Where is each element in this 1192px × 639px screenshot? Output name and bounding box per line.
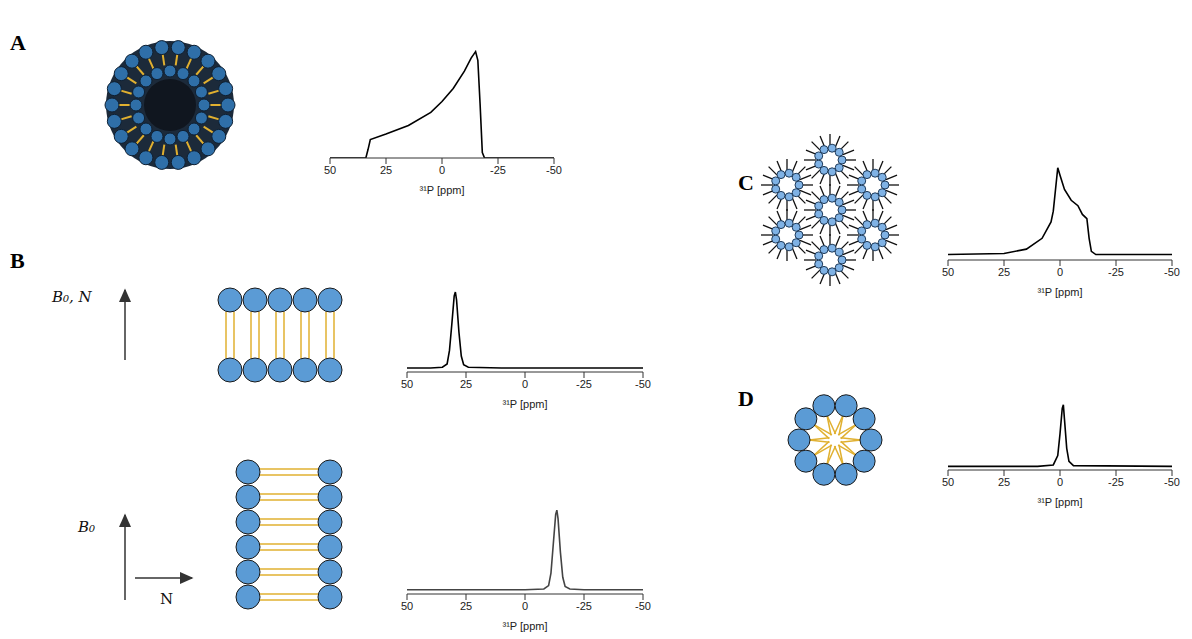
svg-text:-50: -50 bbox=[635, 600, 651, 612]
html-text:C: C bbox=[738, 170, 754, 195]
svg-text:-50: -50 bbox=[546, 164, 562, 176]
svg-text:-50: -50 bbox=[1164, 476, 1180, 488]
svg-text:³¹P [ppm]: ³¹P [ppm] bbox=[1037, 286, 1082, 298]
svg-text:³¹P [ppm]: ³¹P [ppm] bbox=[1037, 496, 1082, 508]
svg-text:³¹P [ppm]: ³¹P [ppm] bbox=[502, 620, 547, 632]
svg-text:25: 25 bbox=[460, 600, 472, 612]
svg-text:0: 0 bbox=[522, 600, 528, 612]
svg-text:25: 25 bbox=[380, 164, 392, 176]
svg-text:-25: -25 bbox=[490, 164, 506, 176]
svg-text:-25: -25 bbox=[1108, 266, 1124, 278]
html-text:D: D bbox=[738, 386, 754, 411]
svg-text:0: 0 bbox=[522, 378, 528, 390]
svg-text:25: 25 bbox=[998, 476, 1010, 488]
svg-text:-25: -25 bbox=[576, 378, 592, 390]
svg-text:0: 0 bbox=[439, 164, 445, 176]
svg-text:³¹P [ppm]: ³¹P [ppm] bbox=[502, 398, 547, 410]
html-text:B: B bbox=[10, 248, 25, 273]
svg-text:-50: -50 bbox=[635, 378, 651, 390]
svg-text:N: N bbox=[160, 590, 173, 608]
svg-text:0: 0 bbox=[1057, 476, 1063, 488]
svg-text:25: 25 bbox=[998, 266, 1010, 278]
svg-text:-25: -25 bbox=[576, 600, 592, 612]
svg-text:B₀: B₀ bbox=[77, 518, 95, 536]
svg-text:B₀, N: B₀, N bbox=[51, 288, 93, 306]
svg-text:50: 50 bbox=[942, 476, 954, 488]
svg-text:50: 50 bbox=[401, 378, 413, 390]
svg-text:-25: -25 bbox=[1108, 476, 1124, 488]
svg-text:50: 50 bbox=[401, 600, 413, 612]
svg-text:³¹P [ppm]: ³¹P [ppm] bbox=[419, 184, 464, 196]
svg-text:-50: -50 bbox=[1164, 266, 1180, 278]
svg-text:0: 0 bbox=[1057, 266, 1063, 278]
html-text:A: A bbox=[10, 30, 26, 55]
svg-text:25: 25 bbox=[460, 378, 472, 390]
svg-text:50: 50 bbox=[324, 164, 336, 176]
svg-text:50: 50 bbox=[942, 266, 954, 278]
